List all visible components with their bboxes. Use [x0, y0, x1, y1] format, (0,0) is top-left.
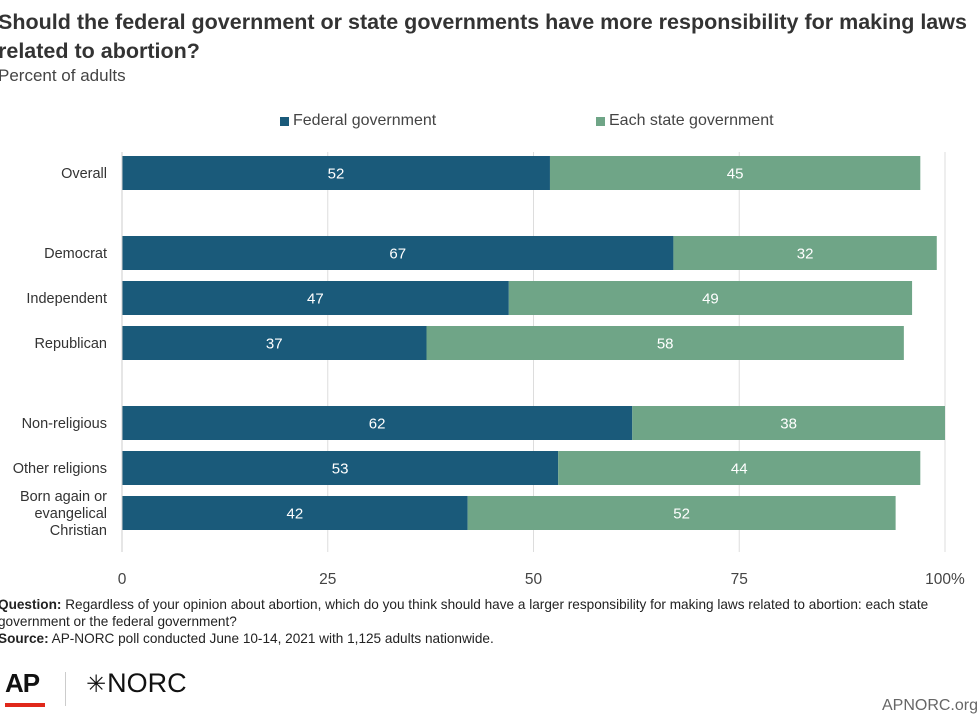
ap-logo: AP	[5, 668, 40, 698]
source-label: Source:	[0, 631, 49, 646]
bar-state	[426, 326, 904, 360]
x-tick-label: 0	[118, 571, 127, 588]
category-label: Born again or evangelical Christian	[20, 489, 107, 539]
data-label-state: 49	[702, 291, 719, 308]
data-label-federal: 42	[286, 506, 303, 523]
data-label-federal: 37	[266, 336, 283, 353]
bar-federal	[122, 496, 468, 530]
legend: Federal government Each state government	[0, 112, 980, 134]
category-label: Republican	[34, 336, 107, 352]
source-text: AP-NORC poll conducted June 10-14, 2021 …	[48, 631, 494, 646]
data-label-state: 44	[731, 461, 748, 478]
source-note: Source: AP-NORC poll conducted June 10-1…	[0, 630, 978, 647]
data-label-federal: 53	[332, 461, 349, 478]
chart-title: Should the federal government or state g…	[0, 10, 967, 63]
bar-federal	[122, 326, 427, 360]
chart-subtitle: Percent of adults	[0, 66, 126, 85]
legend-label-federal: Federal government	[293, 112, 437, 129]
question-label: Question:	[0, 597, 62, 612]
bar-federal	[122, 281, 509, 315]
logo-divider	[65, 672, 66, 706]
bar-state	[558, 451, 921, 485]
footnotes: Question: Regardless of your opinion abo…	[0, 596, 978, 647]
site-url: APNORC.org	[881, 697, 978, 714]
norc-logo-text: NORC	[107, 668, 187, 698]
question-text: Regardless of your opinion about abortio…	[0, 597, 929, 629]
ap-logo-bar	[5, 703, 45, 707]
data-label-federal: 52	[328, 166, 345, 183]
data-label-state: 58	[657, 336, 674, 353]
data-label-state: 38	[780, 416, 797, 433]
data-label-federal: 47	[307, 291, 324, 308]
bar-state	[673, 236, 937, 270]
category-label: Democrat	[44, 246, 107, 262]
data-label-state: 45	[727, 166, 744, 183]
bar-state	[508, 281, 913, 315]
x-tick-label: 50	[525, 571, 543, 588]
legend-item-federal: Federal government	[280, 112, 436, 130]
bar-federal	[122, 406, 633, 440]
bar-state	[467, 496, 896, 530]
category-label: Independent	[26, 291, 107, 307]
stacked-bar-chart: 52 45 Overall 67 32 Democrat 47 49 Independent 37…	[13, 152, 965, 588]
category-label: Other religions	[13, 461, 107, 477]
x-tick-label: 75	[731, 571, 748, 588]
legend-item-state: Each state government	[596, 112, 774, 130]
bar-federal	[122, 451, 559, 485]
legend-swatch-federal	[280, 116, 289, 126]
x-tick-label: 25	[319, 571, 336, 588]
legend-swatch-state	[596, 116, 605, 126]
x-tick-label: 100%	[925, 571, 965, 588]
data-label-federal: 62	[369, 416, 386, 433]
category-label: Non-religious	[22, 416, 107, 432]
bar-state	[549, 156, 921, 190]
legend-label-state: Each state government	[609, 112, 774, 129]
question-note: Question: Regardless of your opinion abo…	[0, 596, 978, 630]
data-label-state: 32	[797, 246, 814, 263]
bar-federal	[122, 236, 674, 270]
data-label-state: 52	[673, 506, 690, 523]
bar-federal	[122, 156, 550, 190]
bar-state	[632, 406, 945, 440]
norc-star-icon: ✳	[86, 671, 107, 698]
data-label-federal: 67	[389, 246, 406, 263]
category-label: Overall	[61, 166, 107, 182]
norc-logo: ✳NORC	[86, 668, 187, 699]
